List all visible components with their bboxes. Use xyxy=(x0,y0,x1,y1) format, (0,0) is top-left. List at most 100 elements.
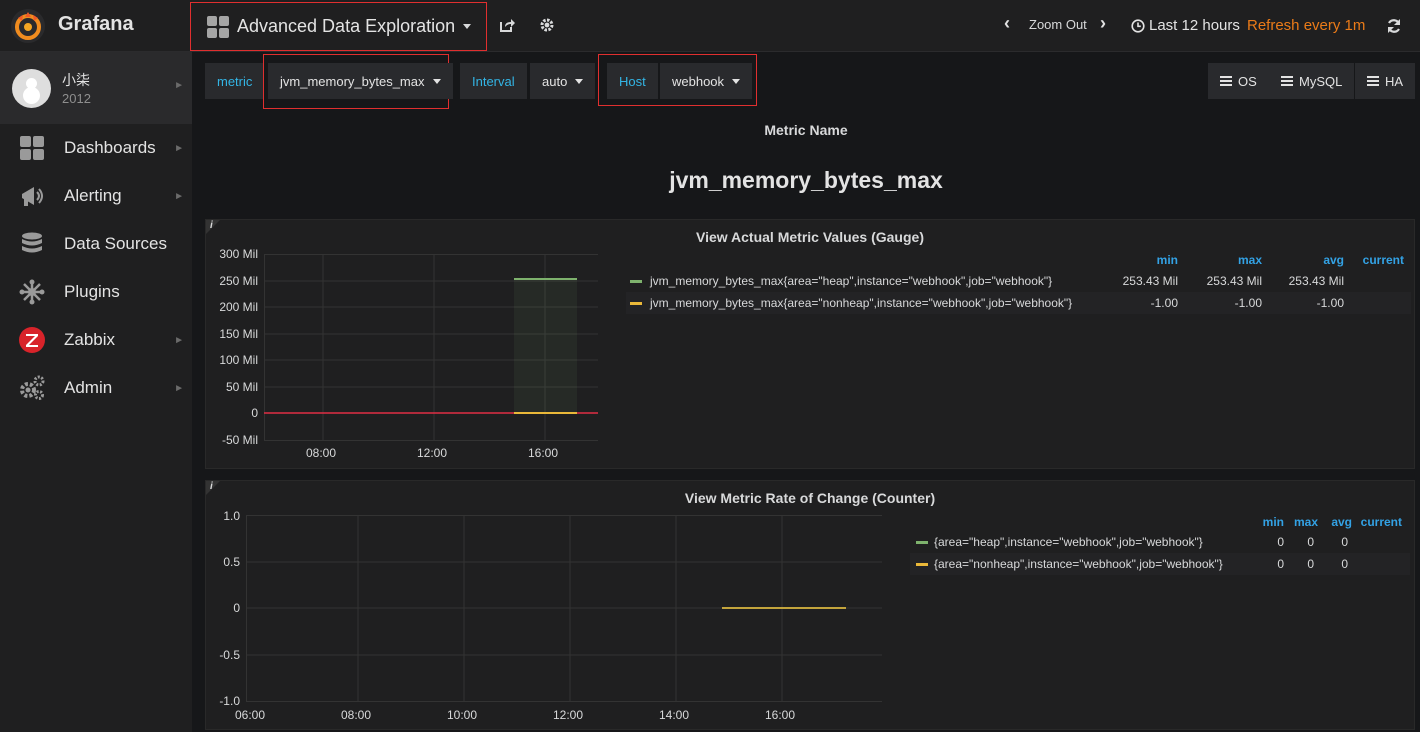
user-menu[interactable]: 小柒 2012 ► xyxy=(0,52,192,124)
sidebar-item-dashboards[interactable]: Dashboards ► xyxy=(0,124,192,172)
dashboard-link-ha[interactable]: HA xyxy=(1355,63,1416,99)
legend-min: 0 xyxy=(1277,535,1284,549)
chevron-down-icon xyxy=(463,24,472,29)
legend-header-min[interactable]: min xyxy=(1156,253,1178,267)
counter-graph-panel[interactable]: i View Metric Rate of Change (Counter) 1… xyxy=(205,480,1415,730)
gauge-graph-panel[interactable]: i View Actual Metric Values (Gauge) 300 … xyxy=(205,219,1415,469)
y-tick-label: -50 Mil xyxy=(221,433,258,447)
share-icon[interactable] xyxy=(499,17,515,33)
legend-swatch-green[interactable] xyxy=(916,541,928,544)
y-tick-label: 0.5 xyxy=(223,555,240,569)
sidebar-item-label: Data Sources xyxy=(64,234,167,253)
legend-min: -1.00 xyxy=(1150,296,1178,310)
sidebar-item-zabbix[interactable]: Zabbix ► xyxy=(0,316,192,364)
dashboard-link-mysql[interactable]: MySQL xyxy=(1269,63,1355,99)
variable-value-text: webhook xyxy=(672,73,725,89)
x-tick-label: 12:00 xyxy=(417,446,448,460)
x-tick-label: 12:00 xyxy=(553,708,584,722)
legend-swatch-green[interactable] xyxy=(630,280,642,283)
variable-label-text: Host xyxy=(619,73,646,89)
time-forward-chevron-icon[interactable]: › xyxy=(1100,13,1106,33)
legend-min: 0 xyxy=(1277,557,1284,571)
legend-max: 0 xyxy=(1307,557,1314,571)
legend-series-name[interactable]: {area="heap",instance="webhook",job="web… xyxy=(934,535,1203,549)
legend-row[interactable]: {area="nonheap",instance="webhook",job="… xyxy=(910,553,1410,575)
link-label: OS xyxy=(1238,73,1257,89)
sidebar-item-plugins[interactable]: Plugins xyxy=(0,268,192,316)
chevron-right-icon: ► xyxy=(174,382,184,394)
gauge-chart-plot[interactable] xyxy=(264,254,598,442)
sidebar-item-admin[interactable]: Admin ► xyxy=(0,364,192,412)
variable-value-text: jvm_memory_bytes_max xyxy=(280,73,425,89)
highlight-box-host xyxy=(598,54,757,106)
legend-series-name[interactable]: jvm_memory_bytes_max{area="heap",instanc… xyxy=(650,274,1053,288)
legend-header-max[interactable]: max xyxy=(1237,253,1262,267)
legend-series-name[interactable]: jvm_memory_bytes_max{area="nonheap",inst… xyxy=(650,296,1073,310)
interval-variable-dropdown[interactable]: auto xyxy=(530,63,596,99)
grafana-logo-icon[interactable] xyxy=(10,8,46,44)
legend-header-avg[interactable]: avg xyxy=(1331,515,1352,529)
x-tick-label: 06:00 xyxy=(235,708,266,722)
time-back-chevron-icon[interactable]: ‹ xyxy=(1004,13,1010,33)
time-range-picker[interactable]: Last 12 hours xyxy=(1149,17,1240,34)
y-tick-label: 100 Mil xyxy=(219,353,258,367)
sidebar-item-label: Alerting xyxy=(64,186,122,205)
clock-icon xyxy=(1131,19,1145,33)
refresh-icon[interactable] xyxy=(1386,18,1402,34)
dashboard-grid-icon xyxy=(207,15,229,38)
sidebar-item-label: Admin xyxy=(64,378,113,397)
legend-row[interactable]: jvm_memory_bytes_max{area="heap",instanc… xyxy=(626,270,1411,292)
series-area-heap xyxy=(514,279,577,413)
legend-swatch-yellow[interactable] xyxy=(916,563,928,566)
y-tick-label: 300 Mil xyxy=(219,247,258,261)
avatar xyxy=(12,69,51,108)
x-tick-label: 08:00 xyxy=(306,446,337,460)
legend-header-min[interactable]: min xyxy=(1262,515,1284,529)
info-icon[interactable]: i xyxy=(210,220,213,231)
grid xyxy=(246,515,882,702)
dashboard-title: Advanced Data Exploration xyxy=(237,16,456,36)
legend-row[interactable]: {area="heap",instance="webhook",job="web… xyxy=(910,531,1410,553)
legend-series-name[interactable]: {area="nonheap",instance="webhook",job="… xyxy=(934,557,1223,571)
counter-chart-plot[interactable] xyxy=(246,515,882,703)
zoom-out-button[interactable]: Zoom Out xyxy=(1029,17,1087,32)
legend-avg: 253.43 Mil xyxy=(1288,274,1344,288)
y-tick-label: 250 Mil xyxy=(219,274,258,288)
legend-header-avg[interactable]: avg xyxy=(1323,253,1344,267)
y-tick-label: -1.0 xyxy=(219,694,240,708)
info-icon[interactable]: i xyxy=(210,481,213,492)
bars-icon xyxy=(1220,74,1232,88)
y-tick-label: 50 Mil xyxy=(225,380,258,394)
legend-header-current[interactable]: current xyxy=(1362,253,1404,267)
metric-name-label: Metric Name xyxy=(764,122,848,138)
panel-title[interactable]: View Metric Rate of Change (Counter) xyxy=(684,490,936,506)
dashboard-picker[interactable]: Advanced Data Exploration xyxy=(190,2,487,51)
sidebar-item-label: Plugins xyxy=(64,282,120,301)
bars-icon xyxy=(1281,74,1293,88)
grid xyxy=(264,254,598,441)
dashboard-link-os[interactable]: OS xyxy=(1208,63,1269,99)
gear-icon[interactable] xyxy=(539,17,555,33)
brand-name: Grafana xyxy=(58,13,134,35)
legend-row[interactable]: jvm_memory_bytes_max{area="nonheap",inst… xyxy=(626,292,1411,314)
legend-header-current[interactable]: current xyxy=(1360,515,1402,529)
sidebar-item-alerting[interactable]: Alerting ► xyxy=(0,172,192,220)
panel-info-corner[interactable] xyxy=(206,481,220,495)
legend-header-max[interactable]: max xyxy=(1293,515,1318,529)
sidebar-item-data-sources[interactable]: Data Sources xyxy=(0,220,192,268)
refresh-interval-label[interactable]: Refresh every 1m xyxy=(1247,17,1366,34)
bars-icon xyxy=(1367,74,1379,88)
top-navbar: Grafana Advanced Data Exploration ‹ Zoom… xyxy=(0,0,1420,52)
sidebar-item-label: Zabbix xyxy=(64,330,116,349)
panel-info-corner[interactable] xyxy=(206,220,220,234)
link-label: MySQL xyxy=(1299,73,1343,89)
legend-swatch-yellow[interactable] xyxy=(630,302,642,305)
chevron-right-icon: ► xyxy=(174,80,184,91)
user-name: 小柒 xyxy=(62,72,90,88)
metric-variable-dropdown[interactable]: jvm_memory_bytes_max xyxy=(268,63,453,99)
interval-variable-label: Interval xyxy=(460,63,527,99)
host-variable-dropdown[interactable]: webhook xyxy=(660,63,753,99)
y-tick-label: 1.0 xyxy=(223,509,240,523)
y-tick-label: 0 xyxy=(251,406,258,420)
panel-title[interactable]: View Actual Metric Values (Gauge) xyxy=(696,229,924,245)
